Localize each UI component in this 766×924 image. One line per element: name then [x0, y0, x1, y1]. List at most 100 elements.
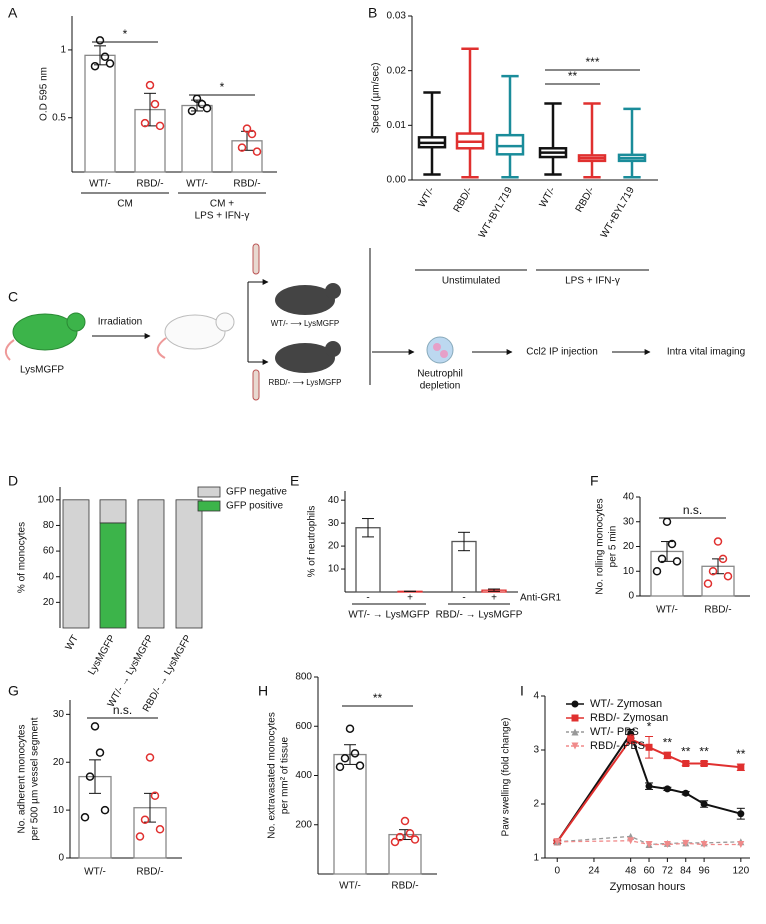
data-point [713, 537, 723, 546]
x-tick-label: WT/- [656, 605, 678, 616]
x-tick-label: LysMGFP [86, 633, 118, 677]
x-tick-label: + [491, 593, 497, 604]
y-axis-label: % of neutrophils [307, 506, 318, 578]
y-axis-label: Speed (µm/sec) [371, 63, 382, 134]
white-mouse [164, 314, 226, 350]
marker [645, 841, 653, 848]
panel-letter: E [290, 473, 299, 489]
x-tick-label: RBD/- [704, 605, 731, 616]
x-tick-label: 120 [732, 866, 749, 877]
label: LysMGFP [20, 365, 64, 376]
x-tick-label: + [407, 593, 413, 604]
y-tick-label: 0.5 [52, 112, 66, 123]
y-tick-label: 0 [628, 591, 634, 602]
legend-label: WT/- Zymosan [590, 698, 662, 710]
data-point [252, 147, 262, 156]
data-point [703, 579, 713, 588]
panel-letter: H [258, 683, 268, 699]
x-tick-label: 96 [699, 866, 711, 877]
data-point [145, 80, 155, 90]
data-point [90, 61, 100, 71]
y-tick-label: 10 [53, 805, 65, 816]
legend-label: WT/- PBS [590, 726, 639, 738]
group-label: WT/- → LysMGFP [348, 610, 430, 621]
x-tick-label: RBD/- [136, 179, 163, 190]
panel-c-diagram: C LysMGFP Irradiation WT/- ⟶ LysMGFP RBD… [4, 243, 745, 401]
data-point [390, 837, 400, 847]
label: Irradiation [98, 317, 142, 328]
data-point [150, 99, 160, 109]
marker [645, 782, 653, 790]
bar [333, 753, 367, 875]
data-point [242, 124, 252, 133]
data-point [723, 571, 733, 581]
x-tick-label: WT/- [417, 185, 437, 209]
significance: n.s. [113, 703, 132, 717]
panel-letter: B [368, 5, 377, 21]
y-tick-label: 20 [623, 541, 635, 552]
y-axis-label: Paw swelling (fold change) [501, 718, 512, 837]
group-label: LPS + IFN-γ [565, 276, 620, 287]
nucleus [440, 350, 448, 358]
legend-label: RBD/- PBS [590, 740, 645, 752]
data-point [187, 106, 197, 116]
marker [645, 743, 653, 751]
box [495, 133, 525, 156]
group-label: RBD/- → LysMGFP [436, 610, 523, 621]
marker [571, 728, 579, 736]
y-tick-label: 0.01 [387, 120, 407, 131]
marker [700, 760, 708, 767]
x-tick-label: WT/- [538, 185, 558, 209]
x-tick-label: WT/- [186, 179, 208, 190]
marker [700, 800, 708, 808]
dark-mouse [275, 343, 335, 373]
data-point [718, 554, 728, 564]
y-tick-label: 30 [623, 516, 635, 527]
x-tick-label: - [366, 593, 369, 604]
data-point [657, 554, 667, 564]
y-tick-label: 4 [533, 691, 539, 702]
data-point [155, 121, 165, 131]
data-point [355, 761, 365, 770]
data-point [335, 762, 345, 772]
data-point [145, 753, 155, 762]
data-point [90, 722, 100, 731]
data-point [140, 118, 150, 128]
data-point [652, 567, 662, 576]
bar [181, 104, 213, 173]
marker [571, 700, 579, 708]
mouse-head [215, 312, 235, 332]
data-point [105, 59, 115, 68]
significance: ** [373, 691, 383, 705]
data-point [202, 103, 212, 113]
mouse-tail [4, 339, 15, 361]
y-tick-label: 20 [53, 757, 65, 768]
marker [682, 760, 690, 767]
label: WT/- ⟶ LysMGFP [271, 319, 340, 328]
green-mouse [12, 313, 78, 351]
data-point [95, 36, 105, 45]
marker [571, 714, 579, 722]
x-tick-label: - [462, 593, 465, 604]
x-tick-label: RBD/- [391, 881, 418, 892]
marker [571, 742, 579, 750]
y-axis-label: O.D 595 nm [39, 67, 50, 121]
y-tick-label: 10 [623, 566, 635, 577]
y-tick-label: 40 [623, 492, 635, 503]
y-tick-label: 10 [328, 564, 340, 575]
data-point [350, 749, 360, 758]
y-tick-label: 40 [43, 571, 55, 582]
bar-segment [137, 499, 165, 629]
panel-letter: C [8, 289, 18, 305]
y-tick-label: 600 [295, 721, 312, 732]
legend-label: GFP positive [226, 501, 283, 512]
marker [627, 837, 635, 845]
significance: ** [736, 747, 746, 761]
marker [663, 751, 671, 759]
bar [84, 54, 116, 173]
y-axis-label: % of monocytes [17, 522, 28, 593]
legend-label: RBD/- Zymosan [590, 712, 668, 724]
y-axis-label: No. adherent monocytes [17, 725, 28, 834]
y-tick-label: 0.00 [387, 175, 407, 186]
